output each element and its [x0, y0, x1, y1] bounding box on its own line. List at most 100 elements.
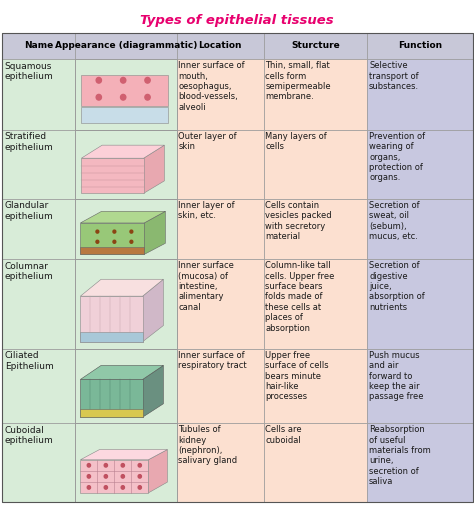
Text: Reabsorption
of useful
materials from
urine,
secretion of
saliva: Reabsorption of useful materials from ur…: [369, 425, 431, 486]
Polygon shape: [82, 145, 164, 158]
Polygon shape: [81, 449, 167, 460]
Text: Upper free
surface of cells
bears minute
hair-like
processes: Upper free surface of cells bears minute…: [265, 351, 329, 401]
Bar: [75, 349, 176, 423]
Text: Columnar
epithelium: Columnar epithelium: [5, 262, 54, 281]
Circle shape: [120, 94, 126, 100]
Text: Squamous
epithelium: Squamous epithelium: [5, 62, 54, 81]
Polygon shape: [82, 158, 144, 193]
Bar: [264, 199, 367, 259]
Bar: [367, 199, 473, 259]
Polygon shape: [81, 460, 148, 493]
Text: Glandular
epithelium: Glandular epithelium: [5, 201, 54, 221]
Text: Ciliated
Epithelium: Ciliated Epithelium: [5, 351, 54, 371]
Circle shape: [138, 486, 141, 489]
Text: Secretion of
sweat, oil
(sebum),
mucus, etc.: Secretion of sweat, oil (sebum), mucus, …: [369, 201, 419, 241]
Text: Location: Location: [198, 41, 242, 51]
Bar: [264, 130, 367, 199]
Bar: [264, 33, 367, 59]
Bar: [367, 259, 473, 349]
Text: Inner surface
(mucosa) of
intestine,
alimentary
canal: Inner surface (mucosa) of intestine, ali…: [178, 261, 234, 312]
Bar: [75, 259, 176, 349]
Circle shape: [87, 475, 91, 478]
Text: Secretion of
digestive
juice,
absorption of
nutrients: Secretion of digestive juice, absorption…: [369, 261, 425, 312]
Circle shape: [104, 486, 108, 489]
Bar: [367, 130, 473, 199]
Polygon shape: [148, 449, 167, 493]
Circle shape: [120, 77, 126, 83]
Bar: [367, 59, 473, 130]
Circle shape: [87, 486, 91, 489]
Bar: [75, 259, 176, 349]
Text: Prevention of
wearing of
organs,
protection of
organs.: Prevention of wearing of organs, protect…: [369, 132, 425, 182]
Text: Outer layer of
skin: Outer layer of skin: [178, 132, 237, 151]
Bar: [264, 259, 367, 349]
Bar: [264, 349, 367, 423]
Bar: [176, 199, 264, 259]
Circle shape: [113, 240, 116, 243]
Bar: [2, 33, 75, 59]
Polygon shape: [81, 247, 144, 255]
Text: Cells are
cuboidal: Cells are cuboidal: [265, 425, 302, 444]
Circle shape: [130, 240, 133, 243]
Text: Tubules of
kidney
(nephron),
salivary gland: Tubules of kidney (nephron), salivary gl…: [178, 425, 237, 465]
Bar: [367, 423, 473, 502]
Text: Column-like tall
cells. Upper free
surface bears
folds made of
these cells at
pl: Column-like tall cells. Upper free surfa…: [265, 261, 335, 333]
Bar: [2, 259, 75, 349]
Polygon shape: [81, 366, 164, 379]
Bar: [75, 199, 176, 259]
Bar: [176, 259, 264, 349]
Bar: [176, 130, 264, 199]
Circle shape: [145, 94, 150, 100]
Polygon shape: [144, 211, 165, 255]
Bar: [75, 199, 176, 259]
Circle shape: [96, 77, 101, 83]
Text: Sturcture: Sturcture: [291, 41, 340, 51]
Polygon shape: [81, 223, 144, 255]
Bar: [2, 199, 75, 259]
Polygon shape: [81, 279, 164, 296]
Bar: [176, 423, 264, 502]
Bar: [75, 59, 176, 130]
Circle shape: [138, 475, 141, 478]
Polygon shape: [81, 296, 143, 342]
Text: Inner layer of
skin, etc.: Inner layer of skin, etc.: [178, 201, 235, 220]
Bar: [2, 130, 75, 199]
Text: Cells contain
vesicles packed
with secretory
material: Cells contain vesicles packed with secre…: [265, 201, 332, 241]
Circle shape: [138, 464, 141, 467]
Text: Many layers of
cells: Many layers of cells: [265, 132, 327, 151]
Polygon shape: [81, 332, 143, 342]
Bar: [75, 349, 176, 423]
Circle shape: [145, 77, 150, 83]
Bar: [75, 130, 176, 199]
Bar: [176, 349, 264, 423]
Text: Push mucus
and air
forward to
keep the air
passage free: Push mucus and air forward to keep the a…: [369, 351, 424, 401]
Bar: [2, 349, 75, 423]
Text: Name: Name: [24, 41, 54, 51]
Polygon shape: [81, 379, 143, 417]
Text: Function: Function: [398, 41, 442, 51]
Polygon shape: [143, 366, 164, 417]
Bar: [264, 59, 367, 130]
Circle shape: [121, 475, 125, 478]
Polygon shape: [82, 107, 168, 123]
Circle shape: [121, 464, 125, 467]
Circle shape: [121, 486, 125, 489]
Circle shape: [104, 464, 108, 467]
Bar: [176, 33, 264, 59]
Polygon shape: [81, 211, 165, 223]
Bar: [75, 423, 176, 502]
Text: Inner surface of
respiratory tract: Inner surface of respiratory tract: [178, 351, 247, 370]
Polygon shape: [82, 75, 168, 106]
Text: Inner surface of
mouth,
oesophagus,
blood-vessels,
alveoli: Inner surface of mouth, oesophagus, bloo…: [178, 61, 245, 112]
Bar: [367, 33, 473, 59]
Bar: [75, 33, 176, 59]
Bar: [264, 423, 367, 502]
Bar: [75, 423, 176, 502]
Bar: [367, 349, 473, 423]
Circle shape: [96, 230, 99, 233]
Circle shape: [113, 230, 116, 233]
Bar: [75, 130, 176, 199]
Bar: [75, 59, 176, 130]
Circle shape: [87, 464, 91, 467]
Text: Appearance (diagrammatic): Appearance (diagrammatic): [55, 41, 197, 51]
